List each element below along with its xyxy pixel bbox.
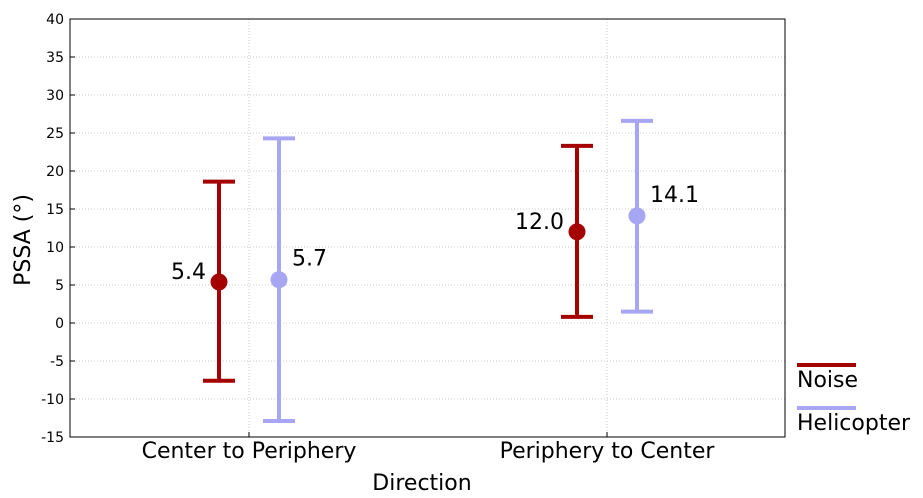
helicopter-mean-marker bbox=[270, 271, 288, 289]
y-tick-label: -10 bbox=[41, 392, 64, 408]
x-axis-title: Direction bbox=[372, 471, 471, 493]
noise-value-label: 12.0 bbox=[515, 210, 564, 235]
legend-label-helicopter: Helicopter bbox=[797, 411, 911, 436]
series-layer: 5.4 12.0 5.7 14.1 bbox=[171, 118, 699, 424]
y-tick-label: -5 bbox=[50, 354, 64, 370]
legend-label-noise: Noise bbox=[797, 368, 858, 393]
grid-layer bbox=[70, 19, 785, 437]
legend: Noise Helicopter bbox=[797, 363, 911, 436]
plot-frame bbox=[69, 18, 786, 438]
y-tick-label: 20 bbox=[46, 164, 64, 180]
series-noise: 5.4 12.0 bbox=[171, 143, 593, 383]
helicopter-value-label: 5.7 bbox=[292, 247, 327, 272]
noise-value-label: 5.4 bbox=[171, 260, 206, 285]
helicopter-value-label: 14.1 bbox=[650, 183, 699, 208]
y-tick-label: 15 bbox=[46, 202, 64, 218]
series-helicopter: 5.7 14.1 bbox=[263, 118, 699, 424]
y-tick-label: 5 bbox=[55, 278, 64, 294]
helicopter-mean-marker bbox=[628, 207, 646, 225]
x-category-label: Periphery to Center bbox=[500, 439, 716, 464]
axis-layer: 40 35 30 25 20 15 10 5 0 -5 -10 -15 Center to Periph… bbox=[41, 12, 715, 464]
y-tick-label: 0 bbox=[55, 316, 64, 332]
noise-mean-marker bbox=[568, 223, 586, 241]
y-tick-label: -15 bbox=[41, 430, 64, 446]
y-axis-title: PSSA (°) bbox=[11, 194, 36, 286]
y-tick-label: 25 bbox=[46, 126, 64, 142]
y-tick-label: 35 bbox=[46, 50, 64, 66]
y-tick-label: 30 bbox=[46, 88, 64, 104]
x-category-label: Center to Periphery bbox=[142, 439, 357, 464]
y-tick-label: 40 bbox=[46, 12, 64, 28]
noise-mean-marker bbox=[210, 273, 228, 291]
y-tick-label: 10 bbox=[46, 240, 64, 256]
